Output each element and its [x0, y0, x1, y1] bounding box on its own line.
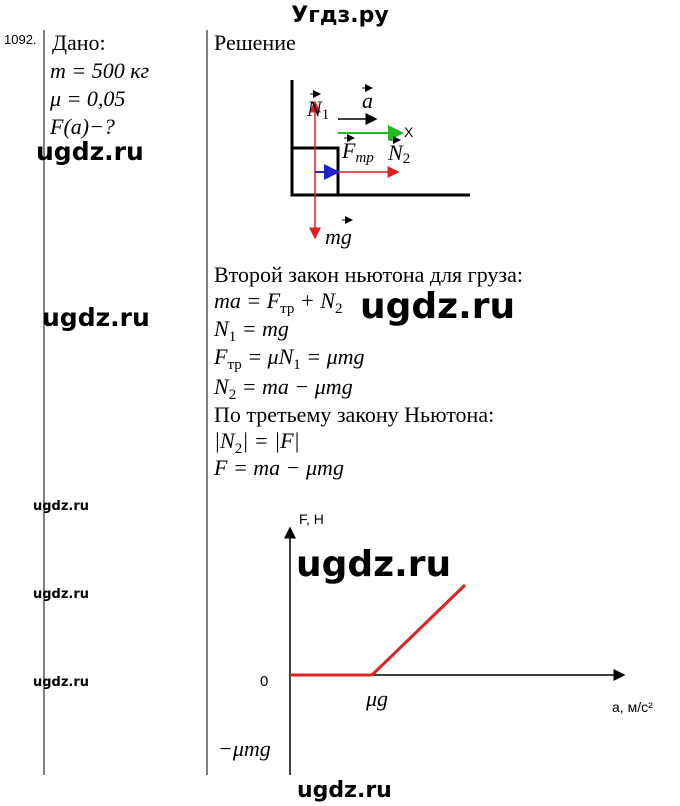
- watermark: ugdz.ru: [296, 544, 451, 585]
- line-part: = μN: [242, 344, 295, 369]
- line-part: | = |F|: [242, 428, 299, 453]
- graph-y-label: F, Н: [299, 511, 324, 527]
- line-sub: 2: [229, 387, 237, 403]
- problem-number: 1092.: [4, 32, 37, 47]
- solution-line: |N2| = |F|: [214, 428, 300, 457]
- label-ftr: Fтр: [341, 138, 374, 166]
- solution-line: Fтр = μN1 = μmg: [213, 344, 365, 373]
- label-a: a: [362, 88, 373, 113]
- solution-line: F = ma − μmg: [213, 455, 344, 480]
- solution-line: N2 = ma − μmg: [213, 374, 353, 403]
- line-part: N: [213, 374, 230, 399]
- graph-x-label: а, м/с²: [612, 699, 653, 715]
- watermark: ugdz.ru: [33, 499, 89, 514]
- graph-origin: 0: [260, 673, 268, 690]
- solution-line: N1 = mg: [213, 316, 289, 345]
- label-mg: mg: [325, 224, 352, 249]
- graph: [284, 526, 626, 775]
- watermark: ugdz.ru: [297, 778, 392, 803]
- label-part: F: [341, 138, 356, 163]
- watermark: ugdz.ru: [33, 675, 89, 690]
- graph-intercept: −μmg: [218, 736, 271, 761]
- line-sub: 2: [235, 441, 243, 457]
- line-sub: тр: [280, 301, 294, 317]
- label-part: N: [306, 96, 323, 121]
- solution-line: По третьему закону Ньютона:: [214, 402, 494, 427]
- solution-title: Решение: [214, 30, 296, 55]
- line-part: F: [213, 344, 228, 369]
- solution-line: ma = Fтр + N2: [214, 288, 342, 317]
- force-diagram: [290, 80, 470, 240]
- label-x: X: [404, 124, 414, 140]
- line-sub: 2: [335, 301, 343, 317]
- line-part: N: [213, 316, 230, 341]
- given-line: F(a)−?: [49, 114, 115, 139]
- line-part: |N: [214, 428, 236, 453]
- header-title: Угдз.ру: [291, 3, 388, 28]
- solution-line: Второй закон ньютона для груза:: [214, 262, 523, 287]
- watermark: ugdz.ru: [42, 303, 150, 332]
- given-title: Дано:: [52, 30, 106, 55]
- watermark: ugdz.ru: [33, 587, 89, 602]
- line-sub: тр: [227, 357, 241, 373]
- line-part: = μmg: [301, 344, 365, 369]
- line-part: = mg: [236, 316, 289, 341]
- label-part: N: [387, 140, 404, 165]
- label-sub: тр: [355, 150, 374, 166]
- given-line: μ = 0,05: [49, 86, 125, 111]
- watermark: ugdz.ru: [360, 286, 515, 327]
- line-part: = ma − μmg: [236, 374, 353, 399]
- label-n2: N2: [387, 140, 410, 167]
- line-part: + N: [294, 288, 336, 313]
- label-n1: N1: [306, 96, 329, 123]
- graph-break-point: μg: [365, 686, 388, 711]
- line-sub: 1: [229, 329, 237, 345]
- label-sub: 2: [403, 151, 411, 167]
- watermark: ugdz.ru: [36, 137, 144, 166]
- line-sub: 1: [293, 357, 301, 373]
- label-sub: 1: [322, 107, 330, 123]
- given-line: m = 500 кг: [50, 58, 150, 83]
- line-part: ma = F: [214, 288, 281, 313]
